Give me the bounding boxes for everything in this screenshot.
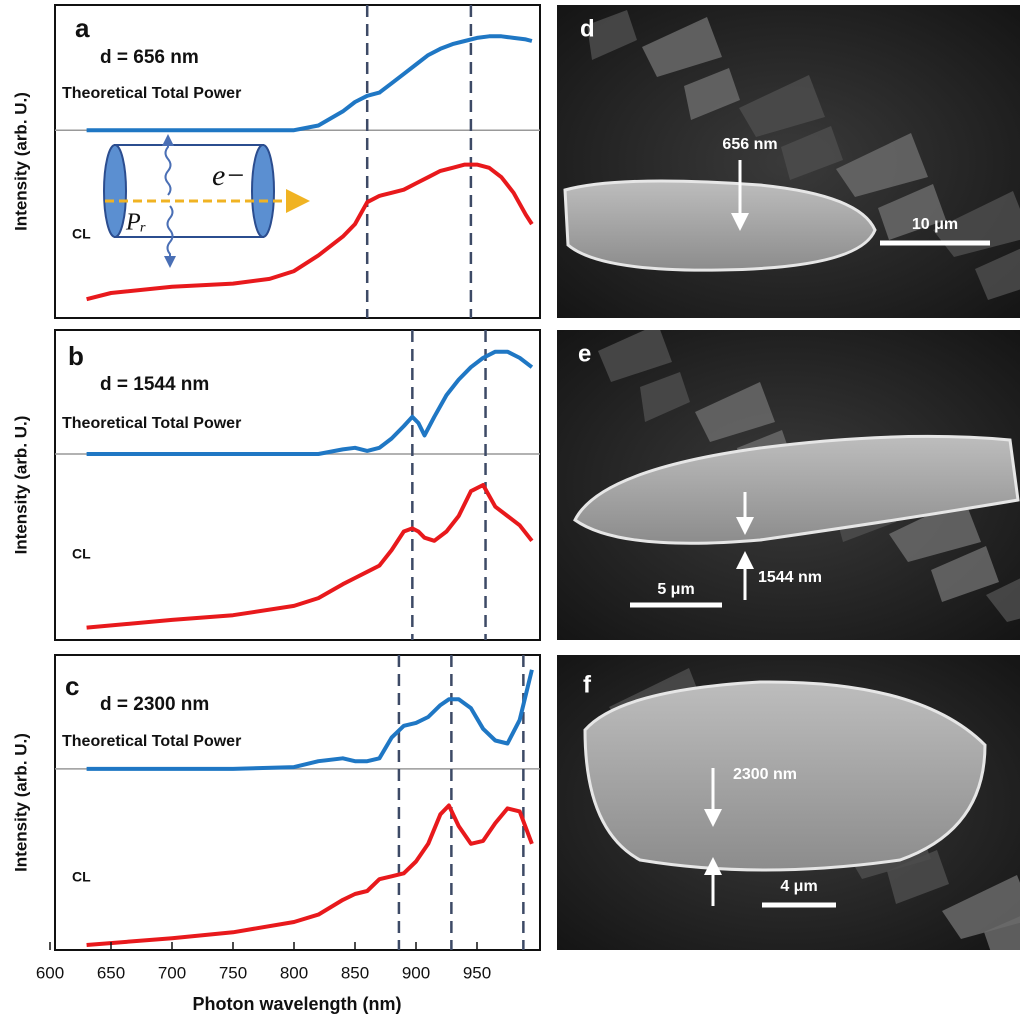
x-tick-label: 650: [97, 963, 125, 982]
panel-letter: b: [68, 341, 84, 371]
debris: [642, 17, 722, 77]
scale-bar-label: 4 μm: [780, 878, 817, 895]
flake: [573, 434, 1020, 545]
panel-letter: d: [580, 15, 595, 42]
debris: [931, 546, 999, 602]
debris: [975, 248, 1020, 300]
series-line: [86, 162, 534, 302]
series-label: CL: [72, 546, 91, 562]
series-label: Theoretical Total Power: [62, 733, 241, 750]
panel-frame: [54, 654, 541, 951]
cylinder-cap: [251, 144, 275, 238]
debris: [986, 578, 1020, 622]
flake: [563, 179, 877, 272]
sem-image: 4 μm 2300 nm f: [557, 655, 1020, 950]
thickness-label: 2300 nm: [733, 766, 797, 783]
photon-up: [162, 134, 174, 196]
cylinder: [114, 144, 264, 238]
panel-letter: a: [75, 13, 90, 43]
inset-diagram: e− Pᵣ: [103, 134, 310, 268]
x-axis-label: Photon wavelength (nm): [193, 994, 402, 1014]
series-label: CL: [72, 226, 91, 242]
x-tick-label: 900: [402, 963, 430, 982]
thickness-label: 656 nm: [722, 136, 777, 153]
subtitle: d = 656 nm: [100, 47, 199, 68]
series-label: CL: [72, 869, 91, 885]
scale-bar-label: 10 μm: [912, 216, 958, 233]
y-axis-label: Intensity (arb. U.): [11, 92, 30, 231]
debris: [640, 372, 690, 422]
scale-bar-label: 5 μm: [657, 581, 694, 598]
x-tick-label: 800: [280, 963, 308, 982]
series-line: [86, 349, 534, 456]
debris: [684, 68, 740, 120]
thickness-label: 1544 nm: [758, 569, 822, 586]
series-line: [86, 34, 533, 133]
series-line: [86, 803, 534, 947]
debris: [836, 133, 928, 197]
series-line: [86, 483, 534, 630]
x-tick-label: 750: [219, 963, 247, 982]
photon-down: [164, 205, 176, 268]
panel-frame: [54, 329, 541, 641]
panel-letter: c: [65, 671, 79, 701]
debris: [889, 498, 981, 562]
debris: [878, 184, 946, 240]
debris: [942, 875, 1020, 939]
series-label: Theoretical Total Power: [62, 415, 241, 432]
debris: [781, 126, 843, 180]
panel-letter: e: [578, 340, 591, 367]
y-axis-label: Intensity (arb. U.): [11, 416, 30, 555]
x-tick-label: 700: [158, 963, 186, 982]
flake: [583, 680, 987, 872]
subtitle: d = 1544 nm: [100, 374, 209, 395]
x-tick-label: 850: [341, 963, 369, 982]
panel-letter: f: [583, 671, 592, 698]
panel-frame: [54, 4, 541, 319]
debris: [695, 382, 775, 442]
sem-image: 10 μm 656 nm d: [557, 5, 1020, 318]
debris: [587, 10, 637, 60]
x-tick-label: 950: [463, 963, 491, 982]
sem-image: 5 μm 1544 nm e: [557, 330, 1020, 640]
debris: [739, 75, 825, 137]
debris: [598, 330, 672, 382]
inset-label: e−: [212, 159, 246, 192]
x-tick-label: 600: [36, 963, 64, 982]
y-axis-label: Intensity (arb. U.): [11, 733, 30, 872]
subtitle: d = 2300 nm: [100, 694, 209, 715]
inset-label: Pᵣ: [125, 210, 147, 236]
debris: [887, 850, 949, 904]
series-label: Theoretical Total Power: [62, 85, 241, 102]
series-line: [86, 669, 534, 771]
cylinder-cap: [103, 144, 127, 238]
